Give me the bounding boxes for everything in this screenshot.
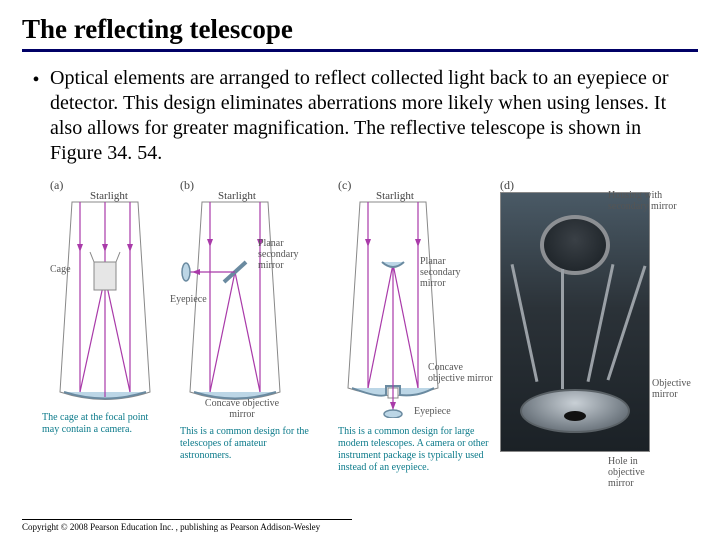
- copyright-text: Copyright © 2008 Pearson Education Inc. …: [22, 519, 352, 532]
- photo-housing: [540, 215, 610, 275]
- panel-c-secondary-label: Planar secondary mirror: [420, 256, 476, 289]
- panel-a-diagram: [50, 192, 160, 402]
- panel-b-secondary-label: Planar secondary mirror: [258, 238, 314, 271]
- telescope-photo: [500, 192, 650, 452]
- panel-d-housing-label: Housing with secondary mirror: [608, 190, 678, 212]
- slide-title: The reflecting telescope: [22, 14, 698, 45]
- panel-b-eyepiece-label: Eyepiece: [170, 294, 207, 305]
- figure-area: (a) Starlight Cage The cage at th: [50, 178, 680, 488]
- panel-a-cage-label: Cage: [50, 264, 71, 275]
- panel-b-mirror-label: Concave objective mirror: [202, 398, 282, 420]
- panel-c-label: (c): [338, 178, 351, 193]
- panel-a-caption: The cage at the focal point may contain …: [42, 412, 152, 436]
- bullet-dot: •: [22, 66, 50, 94]
- body-text: Optical elements are arranged to reflect…: [50, 66, 698, 166]
- panel-b-label: (b): [180, 178, 194, 193]
- photo-strut-4: [607, 265, 647, 380]
- panel-c-diagram: [338, 192, 458, 418]
- panel-b-caption: This is a common design for the telescop…: [180, 426, 320, 462]
- panel-a-label: (a): [50, 178, 63, 193]
- photo-strut-1: [511, 264, 539, 382]
- title-underline: [22, 49, 698, 52]
- panel-c-eyepiece-label: Eyepiece: [414, 406, 451, 417]
- panel-d-hole-label: Hole in objective mirror: [608, 456, 668, 489]
- slide: The reflecting telescope • Optical eleme…: [0, 0, 720, 540]
- body-bullet-row: • Optical elements are arranged to refle…: [22, 66, 698, 166]
- photo-mirror-hole: [564, 411, 586, 421]
- panel-d-objective-label: Objective mirror: [652, 378, 702, 400]
- photo-strut-2: [561, 269, 564, 389]
- panel-d-label: (d): [500, 178, 514, 193]
- panel-c-mirror-label: Concave objective mirror: [428, 362, 498, 384]
- panel-c-caption: This is a common design for large modern…: [338, 426, 498, 474]
